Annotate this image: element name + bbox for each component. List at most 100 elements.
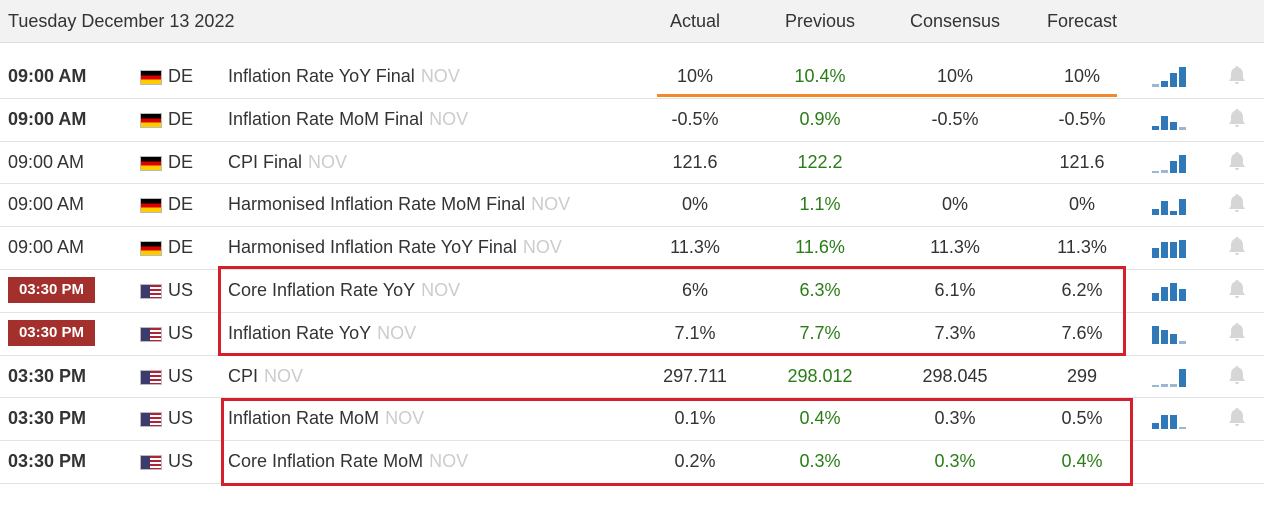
previous: 7.7% [799,322,841,343]
chart-icon[interactable] [1152,365,1192,387]
flag [140,412,162,428]
icon-bar [1170,242,1177,259]
period: NOV [421,280,461,300]
forecast: 0.4% [1061,451,1103,472]
consensus: 11.3% [930,237,980,258]
period: NOV [385,408,425,429]
previous: 0.4% [799,408,841,429]
icon-bar [1170,383,1177,387]
alert-bell[interactable] [1228,322,1246,342]
event: Inflation Rate MoM NOV [228,407,424,429]
previous: 0.9% [799,108,841,129]
chart-icon[interactable] [1152,322,1192,344]
icon-bar [1179,340,1186,344]
consensus: 298.045 [922,365,988,386]
event-name: CPI Final [228,151,303,172]
period: NOV [264,365,304,386]
alert-bell[interactable] [1228,193,1246,213]
previous: 6.3% [799,280,841,300]
event: Inflation Rate MoM Final NOV [228,108,468,130]
period: NOV [308,151,348,172]
flag [140,70,162,85]
country: DE [168,194,194,215]
icon-bar [1170,211,1177,216]
chart-icon[interactable] [1152,108,1192,130]
highlight-box [221,398,1133,486]
alert-bell[interactable] [1228,65,1246,85]
row [0,269,1264,313]
chart-icon[interactable] [1152,151,1192,173]
chart-icon[interactable] [1152,279,1192,301]
time: 09:00 AM [8,151,85,172]
time: 09:00 AM [8,108,87,129]
bell-icon [1229,365,1245,384]
alert-bell[interactable] [1228,108,1246,128]
flag [140,241,162,257]
event-name: Inflation Rate MoM Final [228,108,424,129]
chart-icon[interactable] [1152,236,1192,259]
icon-bar [1179,240,1186,259]
highlight-box [218,266,1126,356]
forecast: 0% [1068,194,1096,215]
icon-bar [1161,287,1168,301]
alert-bell[interactable] [1228,236,1246,256]
forecast: 11.3% [1057,237,1107,258]
alert-bell[interactable] [1228,151,1246,171]
previous: 11.6% [795,237,845,258]
highlight-underline [657,94,1117,97]
forecast: 299 [1066,365,1098,386]
icon-bar [1170,283,1177,301]
previous: 10.4% [794,66,846,86]
row [0,355,1264,399]
time: 03:30 PM [8,365,87,386]
alert-bell[interactable] [1228,279,1246,299]
chart-icon[interactable] [1152,407,1192,430]
event-name: Harmonised Inflation Rate YoY Final [228,237,517,258]
actual: 7.1% [674,322,716,343]
previous: 122.2 [797,151,843,172]
icon-bar [1161,115,1168,130]
event-name: CPI [228,365,259,386]
actual: 0% [681,194,709,215]
country: US [168,408,194,429]
time: 03:30 PM [8,408,87,429]
period: NOV [522,237,562,258]
icon-bar [1161,415,1168,430]
icon-bar [1152,209,1159,216]
bell-icon [1229,108,1245,127]
event: Inflation Rate YoY NOV [228,322,416,344]
icon-bar [1161,383,1168,387]
date: Tuesday December 13 2022 [8,11,235,31]
icon-bar [1152,84,1159,87]
icon-bar [1179,126,1186,130]
alert-bell[interactable] [1228,365,1246,385]
country: US [168,365,194,386]
alert-bell[interactable] [1228,407,1246,427]
event-name: Inflation Rate YoY Final [228,66,415,86]
bell-icon [1229,66,1245,84]
chart-icon[interactable] [1152,193,1192,216]
time: 09:00 AM [8,66,87,86]
row [0,55,1264,99]
flag [140,155,162,171]
icon-bar [1179,67,1186,87]
flag [140,369,162,385]
icon-bar [1179,154,1186,173]
icon-bar [1152,423,1159,430]
period: NOV [377,322,417,343]
country: US [168,451,194,472]
chart-icon[interactable] [1152,65,1192,87]
event-name: Inflation Rate MoM [228,408,380,429]
icon-bar [1152,325,1159,344]
actual: -0.5% [671,108,719,129]
actual: 10% [676,66,714,86]
icon-bar [1161,201,1168,216]
forecast: 10% [1063,66,1101,86]
consensus: 6.1% [934,280,976,300]
flag [140,284,162,299]
icon-bar [1161,81,1168,87]
icon-bar [1161,329,1168,344]
row [0,183,1264,228]
column-header: Forecast [1046,11,1118,31]
icon-bar [1152,384,1159,387]
